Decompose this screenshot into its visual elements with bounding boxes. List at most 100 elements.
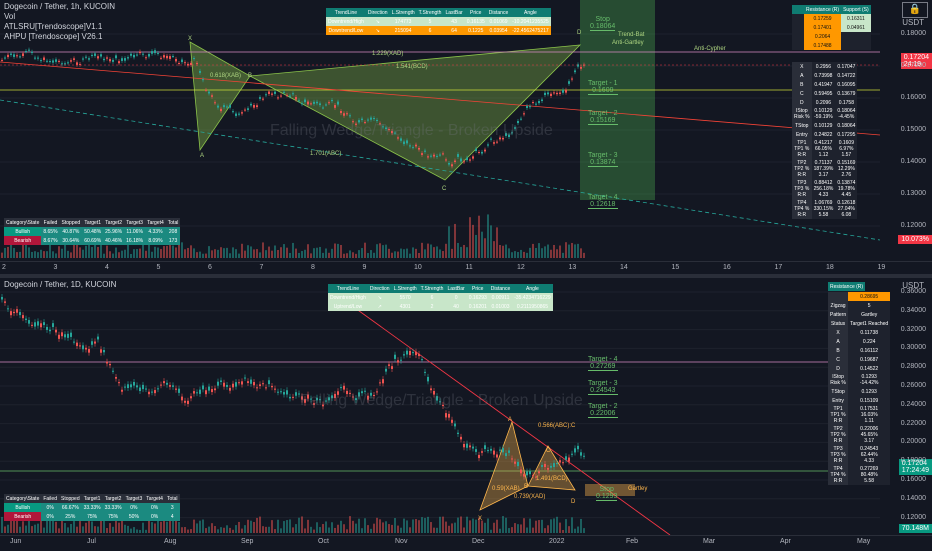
- pane-separator[interactable]: [0, 274, 932, 278]
- candle-body: [373, 394, 375, 396]
- candle-body: [286, 95, 288, 97]
- volume-bar: [253, 249, 255, 258]
- volume-bar: [463, 244, 465, 258]
- target-4-level: Target - 4 0.12618: [588, 194, 618, 209]
- volume-bar: [157, 516, 159, 533]
- volume-bar: [295, 248, 297, 258]
- volume-bar: [28, 247, 30, 258]
- candle-body: [484, 149, 486, 152]
- candle-body: [451, 419, 453, 423]
- fib-label: 1.541(BCD): [396, 64, 428, 70]
- volume-bar: [76, 243, 78, 258]
- candle-body: [421, 153, 423, 155]
- cell: 0.16095: [835, 80, 858, 89]
- candle-body: [187, 400, 189, 404]
- volume-bar: [469, 217, 471, 258]
- candle-body: [148, 53, 150, 57]
- fib-label: 1.491(BCD): [536, 476, 568, 482]
- volume-bar: [208, 526, 210, 533]
- volume-bar: [103, 519, 105, 533]
- symbol-title[interactable]: Dogecoin / Tether, 1D, KUCOIN: [4, 280, 117, 289]
- volume-bar: [172, 518, 174, 533]
- stop-zone: [585, 484, 635, 496]
- x-tick-label: Dec: [472, 538, 485, 545]
- volume-bar: [7, 246, 9, 258]
- indicator-ahpu[interactable]: AHPU [Trendoscope] V26.1: [4, 32, 103, 41]
- candle-body: [364, 390, 366, 392]
- cell: 0%: [41, 503, 59, 512]
- candle-body: [190, 62, 192, 66]
- candle-body: [226, 385, 228, 387]
- hourly-time-axis[interactable]: 2 3 4 5 6 7 8 9 10 11 12 13 14 15 16 17 18 19: [0, 261, 932, 275]
- candle-body: [457, 432, 459, 434]
- candle-body: [508, 450, 510, 453]
- candle-body: [235, 113, 237, 116]
- hourly-chart-canvas[interactable]: [0, 0, 932, 261]
- candle-body: [436, 396, 438, 401]
- lock-icon[interactable]: 🔒: [902, 2, 928, 18]
- cell: 60.69%: [82, 236, 104, 245]
- table-row: Entry 0.24822 0.17295: [792, 130, 858, 139]
- table-row: D 0.2096 0.1758: [792, 98, 858, 107]
- volume-bar: [574, 528, 576, 533]
- volume-bar: [136, 249, 138, 258]
- volume-bar: [73, 243, 75, 258]
- volume-bar: [547, 244, 549, 258]
- cell: 16.18%: [124, 236, 146, 245]
- th: Price: [472, 285, 484, 292]
- candle-body: [106, 361, 108, 364]
- table-row: Bearish 0% 25% 75% 75% 50% 0% 4: [4, 512, 180, 521]
- volume-bar: [421, 517, 423, 533]
- candle-body: [214, 102, 216, 104]
- cell: A: [828, 337, 849, 346]
- candle-body: [361, 391, 363, 394]
- table-row: TStop 0.10129 0.18064: [792, 121, 858, 130]
- candle-body: [583, 455, 585, 457]
- candle-body: [97, 56, 99, 59]
- cell: 33.33%: [102, 503, 124, 512]
- candle-body: [112, 59, 114, 62]
- candle-body: [283, 91, 285, 93]
- volume-bar: [310, 253, 312, 258]
- candle-body: [241, 381, 243, 385]
- volume-bar: [253, 522, 255, 533]
- volume-bar: [265, 250, 267, 258]
- candle-body: [241, 112, 243, 114]
- th: Category\State: [6, 495, 40, 502]
- indicator-atlsru[interactable]: ATLSRU[Trendoscope]V1.1: [4, 22, 103, 31]
- daily-chart-canvas[interactable]: [0, 278, 932, 535]
- volume-bar: [205, 253, 207, 258]
- daily-chart-pane[interactable]: Dogecoin / Tether, 1D, KUCOIN USDT Falli…: [0, 278, 932, 535]
- volume-bar: [490, 225, 492, 258]
- candle-body: [91, 341, 93, 345]
- candle-body: [322, 404, 324, 407]
- candle-body: [448, 162, 450, 165]
- x-tick-label: 12: [517, 264, 525, 271]
- th: Total: [167, 219, 179, 226]
- volume-bar: [7, 524, 9, 533]
- table-row: D 0.14522: [828, 364, 891, 373]
- volume-bar: [337, 524, 339, 533]
- y-tick-label: 0.32000: [900, 325, 926, 333]
- table-row: TP1 TP1 % R:R 0.17531 16.03% 1.11: [828, 405, 891, 425]
- volume-bar: [202, 253, 204, 258]
- candle-body: [226, 106, 228, 108]
- volume-bar: [118, 252, 120, 258]
- target-label: Target - 1: [588, 80, 618, 87]
- candle-body: [436, 155, 438, 157]
- hourly-chart-pane[interactable]: Dogecoin / Tether, 1h, KUCOIN Vol ATLSRU…: [0, 0, 932, 261]
- volume-bar: [349, 516, 351, 533]
- symbol-title[interactable]: Dogecoin / Tether, 1h, KUCOIN: [4, 2, 116, 11]
- candle-body: [1, 296, 3, 300]
- candle-body: [556, 92, 558, 95]
- volume-bar: [394, 518, 396, 533]
- candle-body: [13, 54, 15, 57]
- th-lstrength: L.Strength: [391, 9, 415, 16]
- candle-body: [61, 63, 63, 65]
- daily-time-axis[interactable]: Jun Jul Aug Sep Oct Nov Dec 2022 Feb Mar Apr May: [0, 535, 932, 551]
- volume-bar: [478, 215, 480, 258]
- candle-body: [100, 349, 102, 353]
- indicator-vol[interactable]: Vol: [4, 12, 16, 21]
- x-tick-label: Feb: [626, 538, 639, 545]
- volume-bar: [217, 529, 219, 533]
